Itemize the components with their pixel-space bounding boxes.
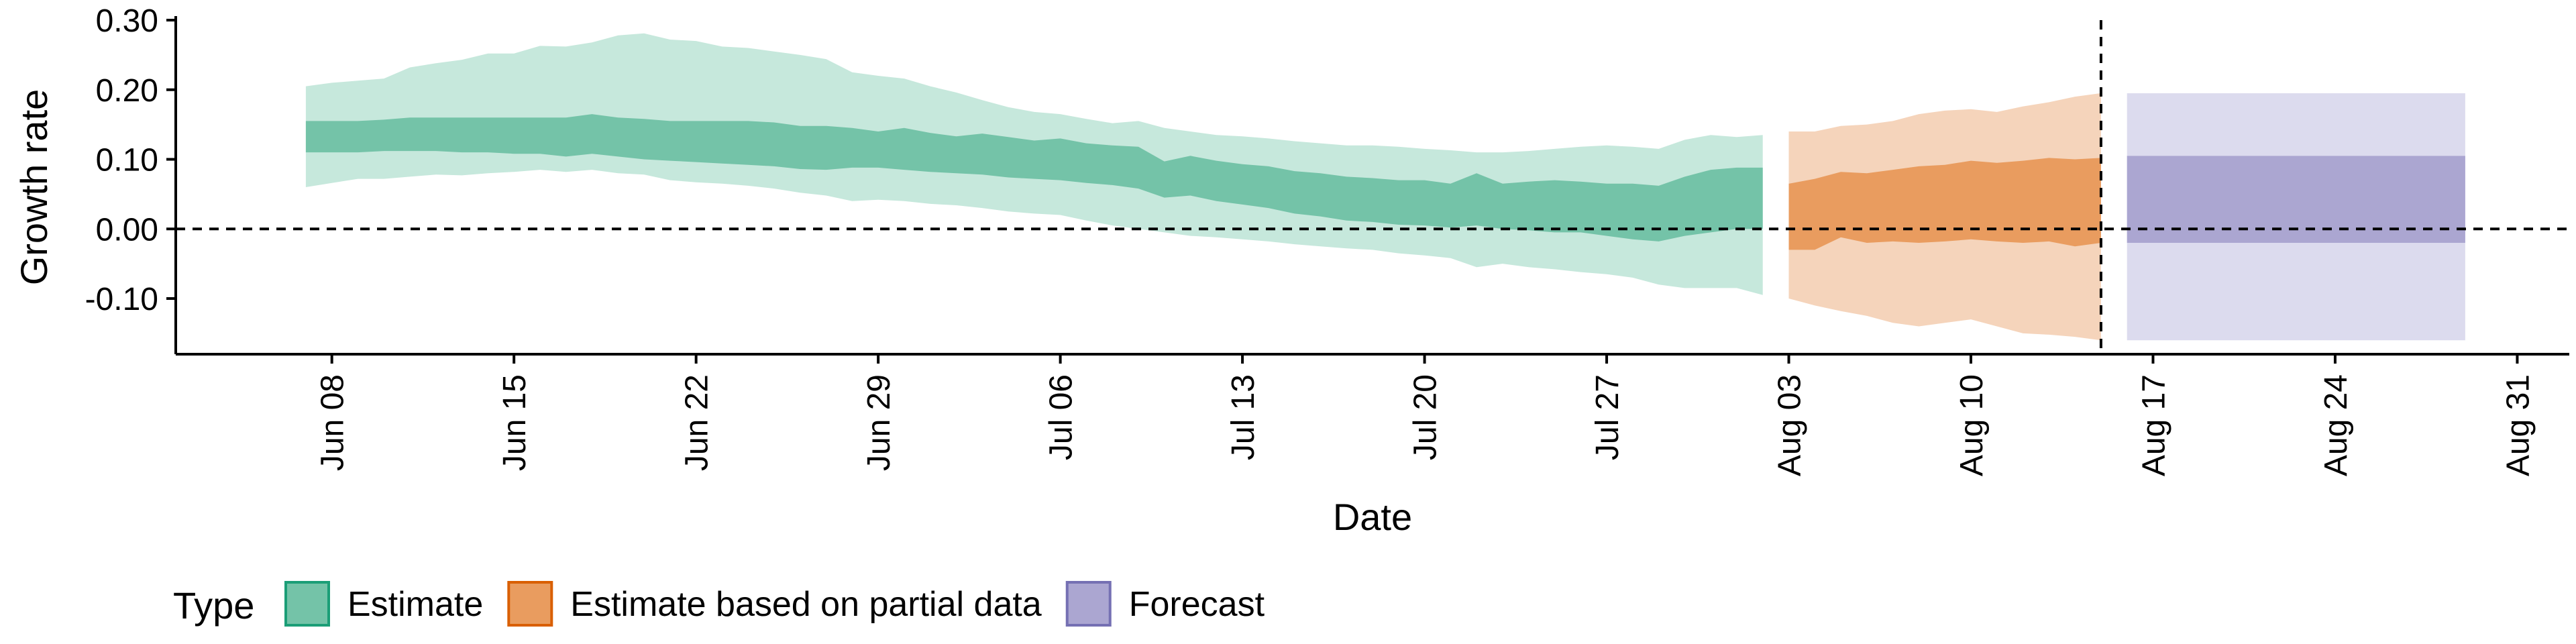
- x-tick-label: Aug 03: [1772, 374, 1808, 476]
- estimate-bands: [305, 33, 2465, 341]
- x-axis-title: Date: [1333, 496, 1412, 538]
- legend: Type Estimate Estimate based on partial d…: [173, 581, 1265, 627]
- x-tick-label: Aug 24: [2318, 374, 2354, 476]
- forecast-band-50: [2127, 156, 2465, 243]
- legend-key-forecast: [1065, 581, 1112, 627]
- x-tick-label: Jun 15: [497, 374, 533, 471]
- estimate-based-on-partial-data-band-50: [1788, 158, 2101, 250]
- x-tick-label: Aug 31: [2500, 374, 2536, 476]
- legend-key-estimate-based-on-partial-data: [507, 581, 553, 627]
- x-tick-label: Jul 27: [1590, 374, 1625, 460]
- legend-label-estimate: Estimate: [347, 585, 483, 624]
- y-tick-label: 0.10: [96, 143, 158, 178]
- y-axis-title: Growth rate: [13, 89, 55, 286]
- y-tick-label: 0.30: [96, 3, 158, 39]
- x-tick-label: Aug 10: [1954, 374, 1990, 476]
- legend-label-estimate-based-on-partial-data: Estimate based on partial data: [570, 585, 1042, 624]
- estimate-band-50: [305, 114, 1763, 241]
- y-axis-ticks: 0.30 0.20 0.10 0.00 -0.10: [85, 3, 176, 317]
- x-tick-label: Jul 20: [1408, 374, 1444, 460]
- x-tick-label: Jul 13: [1226, 374, 1261, 460]
- legend-key-estimate: [284, 581, 330, 627]
- x-tick-label: Jun 08: [315, 374, 351, 471]
- x-tick-label: Jun 29: [861, 374, 897, 471]
- y-tick-label: 0.00: [96, 212, 158, 248]
- reference-lines: [176, 20, 2569, 354]
- y-tick-label: 0.20: [96, 73, 158, 109]
- legend-title: Type: [173, 584, 254, 627]
- x-tick-label: Jul 06: [1044, 374, 1079, 460]
- x-tick-label: Aug 17: [2136, 374, 2171, 476]
- y-tick-label: -0.10: [85, 282, 158, 317]
- x-axis-ticks: Jun 08 Jun 15 Jun 22 Jun 29 Jul 06 Jul 13 Jul …: [315, 354, 2536, 476]
- legend-label-forecast: Forecast: [1129, 585, 1265, 624]
- x-tick-label: Jun 22: [680, 374, 715, 471]
